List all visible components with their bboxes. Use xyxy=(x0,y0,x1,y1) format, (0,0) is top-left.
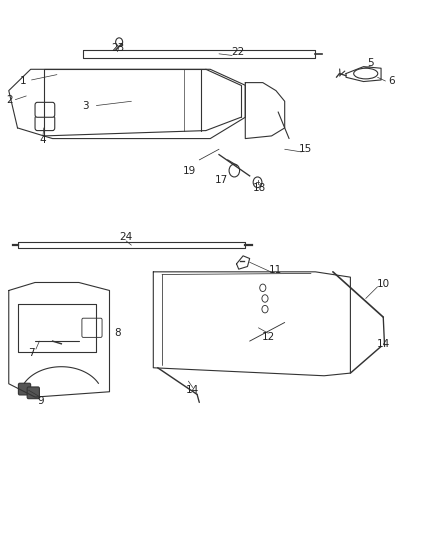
Text: 14: 14 xyxy=(186,385,199,395)
Text: 19: 19 xyxy=(183,166,196,175)
Text: 15: 15 xyxy=(299,144,312,154)
Text: 6: 6 xyxy=(389,76,396,86)
Text: 22: 22 xyxy=(231,47,244,57)
Text: 24: 24 xyxy=(120,232,133,242)
Text: 4: 4 xyxy=(39,135,46,144)
FancyBboxPatch shape xyxy=(82,318,102,337)
Text: 9: 9 xyxy=(37,396,44,406)
FancyBboxPatch shape xyxy=(35,116,55,131)
Text: 14: 14 xyxy=(377,339,390,349)
Text: 1: 1 xyxy=(19,76,26,86)
Text: 7: 7 xyxy=(28,348,35,358)
Text: 5: 5 xyxy=(367,58,374,68)
Text: 3: 3 xyxy=(82,101,89,110)
Text: 10: 10 xyxy=(377,279,390,288)
Text: 18: 18 xyxy=(253,183,266,192)
Text: 12: 12 xyxy=(261,332,275,342)
Text: 11: 11 xyxy=(268,265,282,275)
FancyBboxPatch shape xyxy=(18,383,31,395)
Text: 8: 8 xyxy=(114,328,121,338)
FancyBboxPatch shape xyxy=(35,102,55,117)
Text: 23: 23 xyxy=(111,43,124,53)
Ellipse shape xyxy=(353,68,378,79)
FancyBboxPatch shape xyxy=(27,387,39,399)
Text: 2: 2 xyxy=(6,95,13,104)
Text: 17: 17 xyxy=(215,175,228,185)
